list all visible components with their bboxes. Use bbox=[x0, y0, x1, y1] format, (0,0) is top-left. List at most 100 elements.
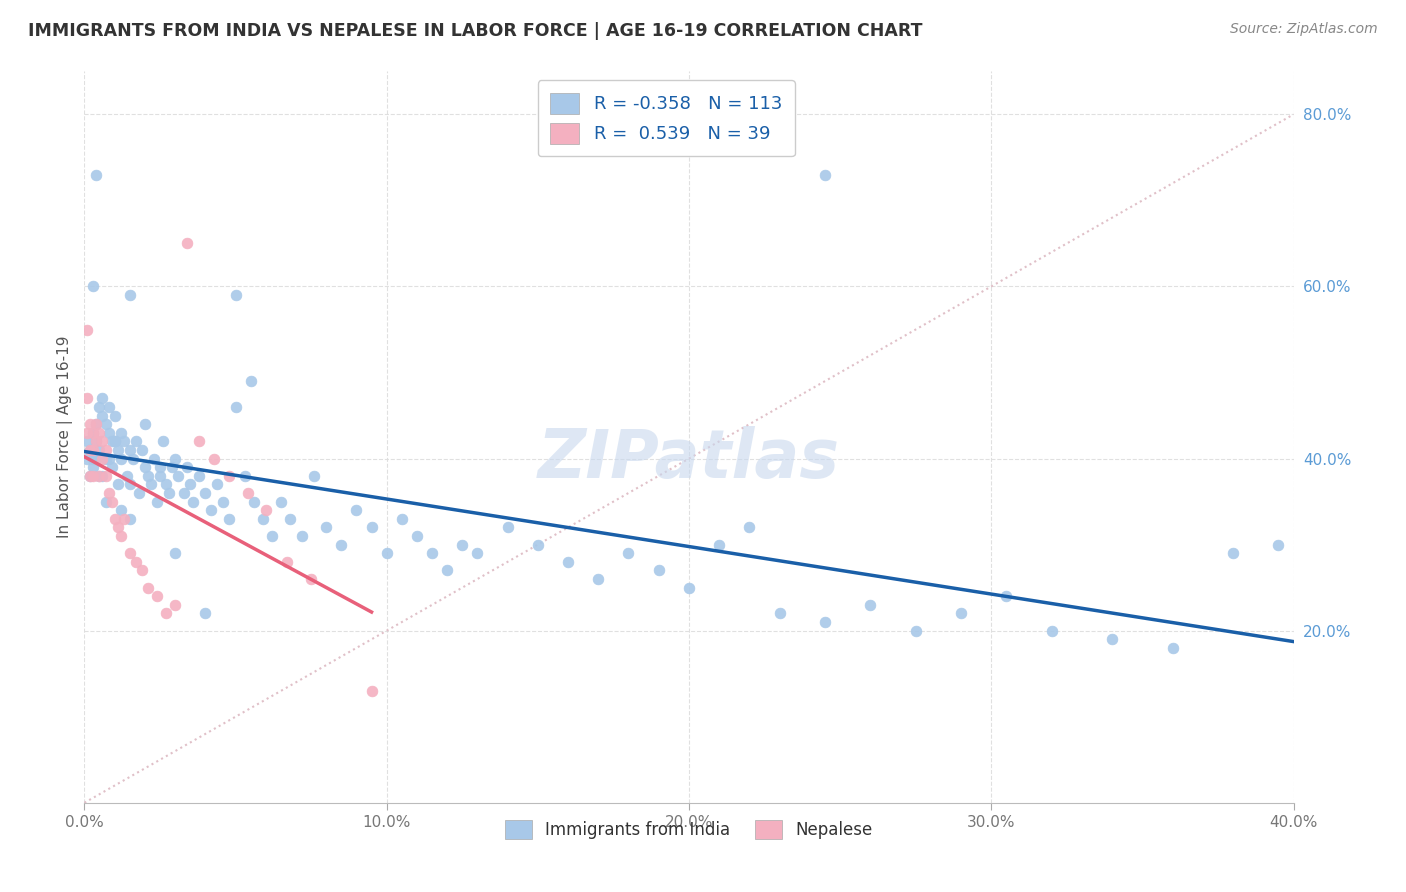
Point bbox=[252, 512, 274, 526]
Point bbox=[100, 434, 122, 449]
Point bbox=[89, 468, 111, 483]
Point bbox=[110, 503, 132, 517]
Point bbox=[406, 529, 429, 543]
Point bbox=[360, 684, 382, 698]
Point bbox=[904, 624, 927, 638]
Point bbox=[79, 442, 101, 457]
Point bbox=[1267, 538, 1289, 552]
Point bbox=[814, 168, 837, 182]
Point bbox=[157, 486, 180, 500]
Point bbox=[139, 477, 162, 491]
Point bbox=[176, 236, 198, 251]
Point bbox=[112, 512, 135, 526]
Point bbox=[97, 486, 120, 500]
Point bbox=[950, 607, 973, 621]
Point bbox=[299, 572, 322, 586]
Point bbox=[218, 512, 240, 526]
Point bbox=[107, 442, 129, 457]
Text: ZIPatlas: ZIPatlas bbox=[538, 426, 839, 492]
Text: IMMIGRANTS FROM INDIA VS NEPALESE IN LABOR FORCE | AGE 16-19 CORRELATION CHART: IMMIGRANTS FROM INDIA VS NEPALESE IN LAB… bbox=[28, 22, 922, 40]
Point bbox=[76, 451, 98, 466]
Point bbox=[79, 468, 101, 483]
Point bbox=[165, 451, 187, 466]
Point bbox=[107, 477, 129, 491]
Point bbox=[82, 468, 104, 483]
Point bbox=[76, 434, 98, 449]
Point bbox=[131, 442, 153, 457]
Point bbox=[104, 512, 127, 526]
Point bbox=[291, 529, 314, 543]
Point bbox=[155, 607, 177, 621]
Point bbox=[146, 589, 169, 603]
Point bbox=[146, 494, 169, 508]
Point bbox=[1040, 624, 1063, 638]
Point bbox=[89, 400, 111, 414]
Point bbox=[134, 417, 156, 432]
Point bbox=[194, 607, 217, 621]
Point bbox=[188, 434, 211, 449]
Point bbox=[86, 168, 108, 182]
Point bbox=[91, 468, 114, 483]
Point bbox=[112, 434, 135, 449]
Point bbox=[254, 503, 277, 517]
Point bbox=[218, 468, 240, 483]
Point bbox=[160, 460, 183, 475]
Point bbox=[76, 425, 98, 440]
Point bbox=[769, 607, 792, 621]
Point bbox=[104, 409, 127, 423]
Point bbox=[165, 546, 187, 560]
Point bbox=[260, 529, 283, 543]
Point bbox=[617, 546, 640, 560]
Point bbox=[302, 468, 325, 483]
Point bbox=[207, 477, 229, 491]
Point bbox=[97, 451, 120, 466]
Point bbox=[330, 538, 353, 552]
Point bbox=[89, 468, 111, 483]
Point bbox=[142, 451, 165, 466]
Point bbox=[118, 288, 141, 302]
Point bbox=[136, 581, 159, 595]
Point bbox=[79, 468, 101, 483]
Point bbox=[115, 468, 138, 483]
Point bbox=[110, 425, 132, 440]
Point bbox=[212, 494, 235, 508]
Point bbox=[181, 494, 204, 508]
Point bbox=[1161, 640, 1184, 655]
Point bbox=[236, 486, 259, 500]
Point bbox=[420, 546, 443, 560]
Point bbox=[91, 434, 114, 449]
Point bbox=[678, 581, 700, 595]
Point bbox=[104, 434, 127, 449]
Point bbox=[859, 598, 882, 612]
Point bbox=[391, 512, 413, 526]
Point bbox=[76, 392, 98, 406]
Legend: Immigrants from India, Nepalese: Immigrants from India, Nepalese bbox=[499, 814, 879, 846]
Point bbox=[149, 460, 172, 475]
Point bbox=[121, 451, 143, 466]
Point bbox=[588, 572, 610, 586]
Point bbox=[496, 520, 519, 534]
Point bbox=[125, 555, 148, 569]
Point bbox=[200, 503, 222, 517]
Point bbox=[82, 442, 104, 457]
Point bbox=[110, 529, 132, 543]
Point bbox=[118, 546, 141, 560]
Point bbox=[179, 477, 201, 491]
Point bbox=[167, 468, 190, 483]
Point bbox=[155, 477, 177, 491]
Point bbox=[89, 442, 111, 457]
Point bbox=[91, 409, 114, 423]
Point bbox=[360, 520, 382, 534]
Point bbox=[152, 434, 174, 449]
Point bbox=[225, 400, 247, 414]
Point bbox=[107, 520, 129, 534]
Point bbox=[278, 512, 301, 526]
Point bbox=[86, 417, 108, 432]
Point bbox=[527, 538, 550, 552]
Point bbox=[76, 322, 98, 336]
Point bbox=[648, 564, 671, 578]
Point bbox=[91, 392, 114, 406]
Point bbox=[995, 589, 1018, 603]
Point bbox=[97, 400, 120, 414]
Point bbox=[104, 434, 127, 449]
